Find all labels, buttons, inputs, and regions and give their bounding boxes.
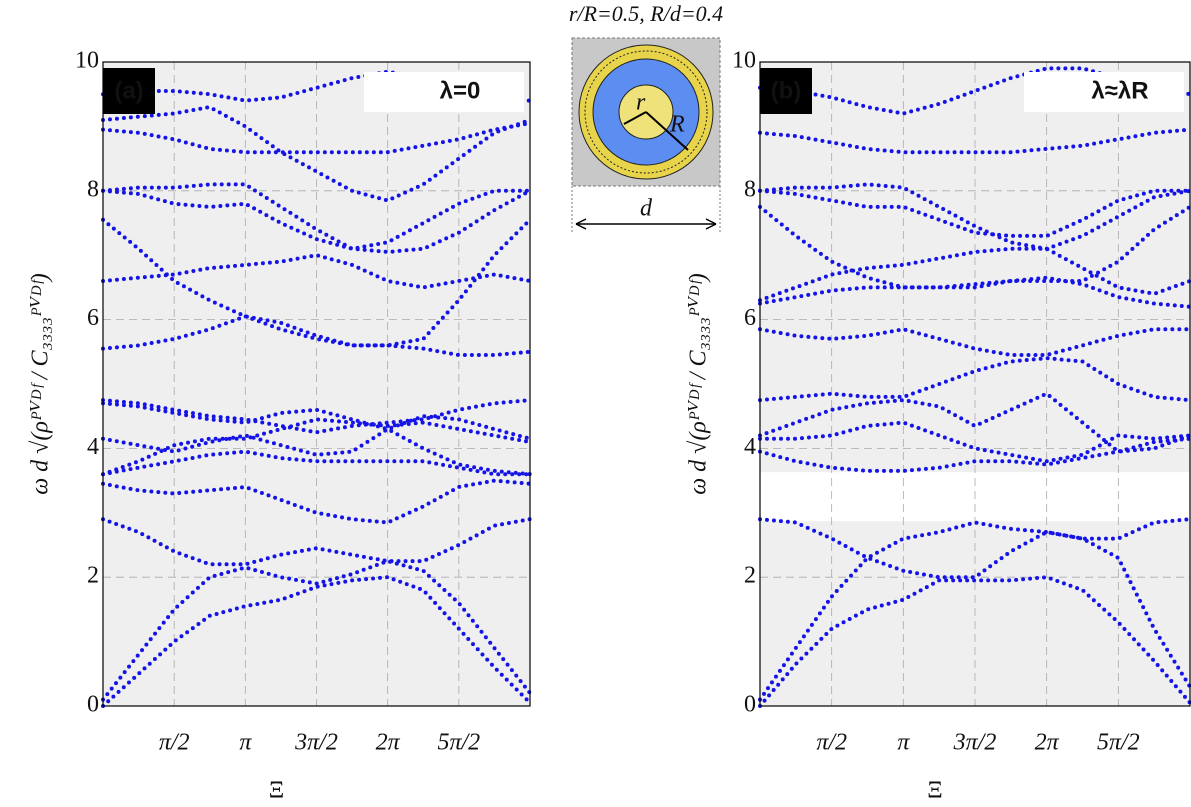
y-axis-label: ω d √(ρᴾⱽᴰᶠ / C₃₃₃₃ᴾⱽᴰᶠ) xyxy=(686,273,712,495)
band-dots xyxy=(101,188,532,251)
R-arrow xyxy=(645,111,689,151)
y-tick-label: 10 xyxy=(75,48,99,74)
x-tick-label: π xyxy=(239,730,252,756)
annotation-box xyxy=(1024,72,1184,112)
y-tick-label: 4 xyxy=(744,434,756,460)
band-dots xyxy=(101,478,532,525)
panel: 0 2 4 6 8 10 π/2 π 3π/2 2π 5π/2 (b) λ≈λR Ξω d √(ρᴾⱽᴰᶠ… xyxy=(686,48,1191,804)
annotation: λ≈λR xyxy=(1091,77,1148,104)
y-tick-label: 0 xyxy=(744,692,756,718)
panel-label: (a) xyxy=(114,77,143,104)
y-tick-label: 8 xyxy=(87,176,99,202)
panel-label: (b) xyxy=(771,77,802,104)
band-dots xyxy=(758,356,1191,403)
x-tick-label: 2π xyxy=(376,730,401,756)
band-dots xyxy=(758,420,1191,464)
band-dots xyxy=(101,559,532,702)
y-tick-label: 10 xyxy=(732,48,756,74)
coating-line xyxy=(584,50,708,174)
band-dots xyxy=(758,327,1191,357)
x-tick-label: π/2 xyxy=(159,730,190,756)
band-dots xyxy=(758,127,1191,155)
r-label: r xyxy=(636,90,646,116)
y-tick-label: 8 xyxy=(744,176,756,202)
d-label: d xyxy=(640,196,653,222)
y-tick-label: 6 xyxy=(744,305,756,331)
band-dots xyxy=(758,517,1191,580)
y-axis-label: ω d √(ρᴾⱽᴰᶠ / C₃₃₃₃ᴾⱽᴰᶠ) xyxy=(28,273,54,495)
panel-label-box xyxy=(760,68,812,114)
band-dots xyxy=(101,182,532,255)
x-tick-label: 5π/2 xyxy=(437,730,480,756)
y-tick-label: 2 xyxy=(744,563,756,589)
band-dots xyxy=(101,449,532,477)
x-tick-label: 3π/2 xyxy=(294,730,338,756)
band-dots xyxy=(101,426,532,477)
plot-frame xyxy=(102,61,531,707)
band-dots xyxy=(758,575,1191,708)
x-axis-label: Ξ xyxy=(269,778,284,804)
R-label: R xyxy=(669,112,685,138)
panel: 0 2 4 6 8 10 π/2 π 3π/2 2π 5π/2 (a) λ=0 Ξω d √(ρᴾⱽᴰᶠ … xyxy=(28,48,532,804)
x-tick-label: π/2 xyxy=(816,730,847,756)
annotation-box xyxy=(364,72,524,112)
x-tick-label: 5π/2 xyxy=(1097,730,1140,756)
band-dots xyxy=(101,517,532,567)
band-dots xyxy=(101,575,532,708)
band-dots xyxy=(758,188,1191,238)
band-dots xyxy=(101,253,532,290)
r-arrow xyxy=(623,111,647,125)
band-dots xyxy=(758,246,1191,303)
y-tick-label: 0 xyxy=(87,692,99,718)
band-dots xyxy=(758,182,1191,251)
panel-label-box xyxy=(103,68,155,114)
band-dots xyxy=(758,436,1191,473)
band-dots xyxy=(101,398,532,435)
y-tick-label: 4 xyxy=(87,434,99,460)
x-tick-label: π xyxy=(897,730,910,756)
band-dots xyxy=(758,520,1191,702)
band-dots xyxy=(101,314,532,357)
y-tick-label: 2 xyxy=(87,563,99,589)
x-axis-label: Ξ xyxy=(927,778,942,804)
band-dots xyxy=(101,401,532,441)
band-dots xyxy=(101,417,532,477)
band-dots xyxy=(101,121,532,155)
band-dots xyxy=(758,204,1191,290)
band-dots xyxy=(758,275,1191,309)
y-tick-label: 6 xyxy=(87,305,99,331)
x-tick-label: 3π/2 xyxy=(953,730,997,756)
band-dots xyxy=(758,391,1191,454)
annotation: λ=0 xyxy=(440,77,481,104)
band-dots xyxy=(101,105,532,203)
plot-frame xyxy=(759,61,1191,707)
d-arrowheads xyxy=(575,218,717,230)
inset: r/R=0.5, R/d=0.4 r R d xyxy=(569,1,723,232)
x-tick-label: 2π xyxy=(1035,730,1060,756)
inset-caption: r/R=0.5, R/d=0.4 xyxy=(569,1,723,26)
